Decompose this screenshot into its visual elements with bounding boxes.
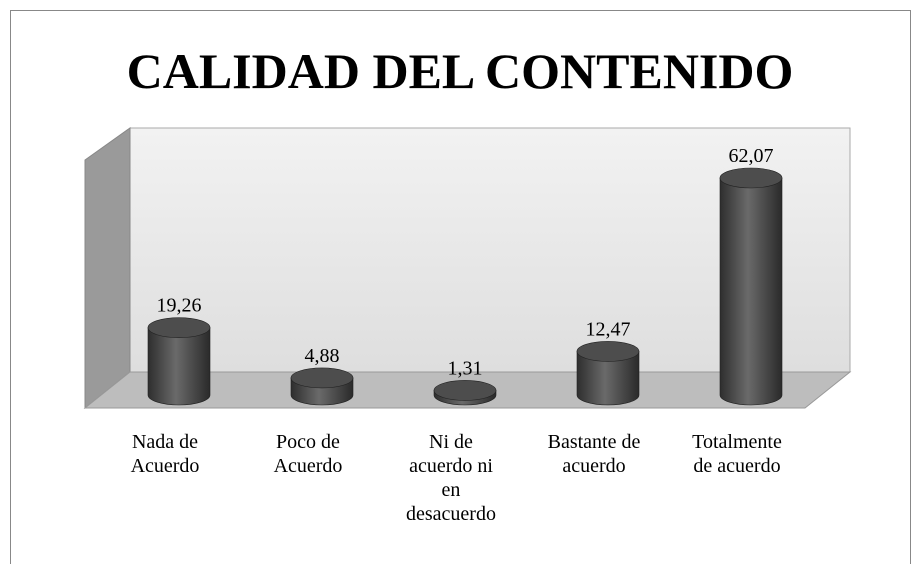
bar-top bbox=[719, 167, 783, 189]
bar-top bbox=[290, 367, 354, 389]
x-tick-label: Bastante de acuerdo bbox=[547, 431, 641, 477]
bar-body bbox=[719, 177, 783, 406]
bar bbox=[433, 380, 497, 406]
bar-top bbox=[147, 317, 211, 338]
data-label: 1,31 bbox=[448, 357, 483, 379]
bar-top bbox=[576, 341, 640, 362]
data-label: 12,47 bbox=[586, 318, 631, 340]
x-tick-label: Ni de acuerdo ni en desacuerdo bbox=[406, 431, 496, 525]
x-tick-label: Nada de Acuerdo bbox=[130, 431, 200, 477]
chart-title: CALIDAD DEL CONTENIDO bbox=[127, 43, 794, 99]
bar-body bbox=[576, 351, 640, 406]
bar bbox=[576, 341, 640, 406]
bar bbox=[147, 317, 211, 406]
x-tick-label: Totalmente de acuerdo bbox=[692, 431, 782, 477]
bar-top bbox=[433, 380, 497, 401]
data-label: 62,07 bbox=[729, 145, 774, 167]
x-tick-label: Poco de Acuerdo bbox=[273, 431, 343, 477]
bar-body bbox=[147, 327, 211, 406]
data-label: 19,26 bbox=[157, 295, 202, 317]
bar bbox=[719, 167, 783, 406]
bar bbox=[290, 367, 354, 406]
side-wall bbox=[84, 127, 131, 410]
data-label: 4,88 bbox=[305, 345, 340, 367]
